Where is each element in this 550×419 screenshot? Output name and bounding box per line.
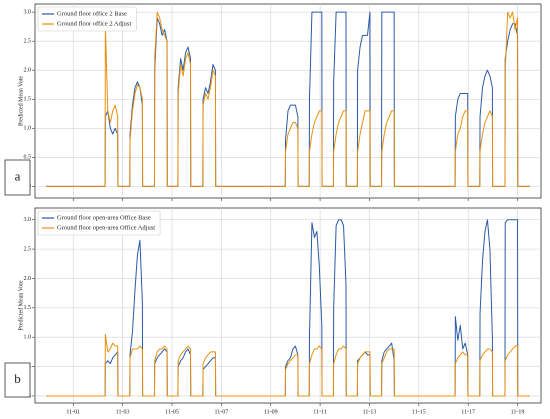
panel-label-box bbox=[4, 362, 31, 398]
legend-label: Ground floor open-area Office Adjust bbox=[57, 224, 155, 231]
x-tick-label: 11-19 bbox=[511, 409, 525, 415]
x-tick-label: 11-13 bbox=[363, 409, 377, 415]
y-tick-label: 2.5 bbox=[24, 246, 32, 252]
legend-box bbox=[37, 210, 161, 236]
x-tick-label: 11-09 bbox=[264, 409, 278, 415]
x-tick-label: 11-03 bbox=[116, 409, 130, 415]
panel-label-box bbox=[4, 159, 31, 196]
y-tick-label: 2.0 bbox=[24, 68, 32, 74]
legend-label: Ground floor office 2 Adjust bbox=[57, 20, 131, 27]
y-axis-label: Predicted Mean Vote bbox=[18, 280, 24, 330]
y-tick-label: 1.5 bbox=[24, 97, 32, 103]
y-tick-label: 3.0 bbox=[24, 10, 32, 16]
series-line bbox=[46, 11, 530, 187]
plot-area bbox=[34, 207, 542, 404]
legend-label: Ground floor open-area Office Base bbox=[57, 214, 151, 221]
y-tick-label: 3.0 bbox=[24, 217, 32, 223]
x-tick-label: 11-05 bbox=[165, 409, 179, 415]
x-tick-label: 11-11 bbox=[313, 409, 327, 415]
y-tick-label: 0.5 bbox=[24, 155, 32, 161]
x-tick-label: 11-15 bbox=[412, 409, 426, 415]
y-tick-label: 1.0 bbox=[24, 335, 32, 341]
x-tick-label: 11-01 bbox=[66, 409, 80, 415]
legend-box bbox=[37, 6, 137, 32]
panel-label: b bbox=[14, 371, 21, 386]
plot-area bbox=[34, 3, 542, 199]
x-tick-label: 11-07 bbox=[214, 409, 228, 415]
x-tick-label: 11-17 bbox=[461, 409, 475, 415]
y-axis-label: Predicted Mean Vote bbox=[18, 76, 24, 126]
y-tick-label: 2.5 bbox=[24, 39, 32, 45]
legend-label: Ground floor office 2 Base bbox=[57, 10, 127, 17]
y-tick-label: 1.0 bbox=[24, 126, 32, 132]
panel-label: a bbox=[15, 168, 21, 183]
series-line bbox=[46, 333, 530, 397]
y-tick-label: 1.5 bbox=[24, 305, 32, 311]
y-tick-label: 2.0 bbox=[24, 276, 32, 282]
